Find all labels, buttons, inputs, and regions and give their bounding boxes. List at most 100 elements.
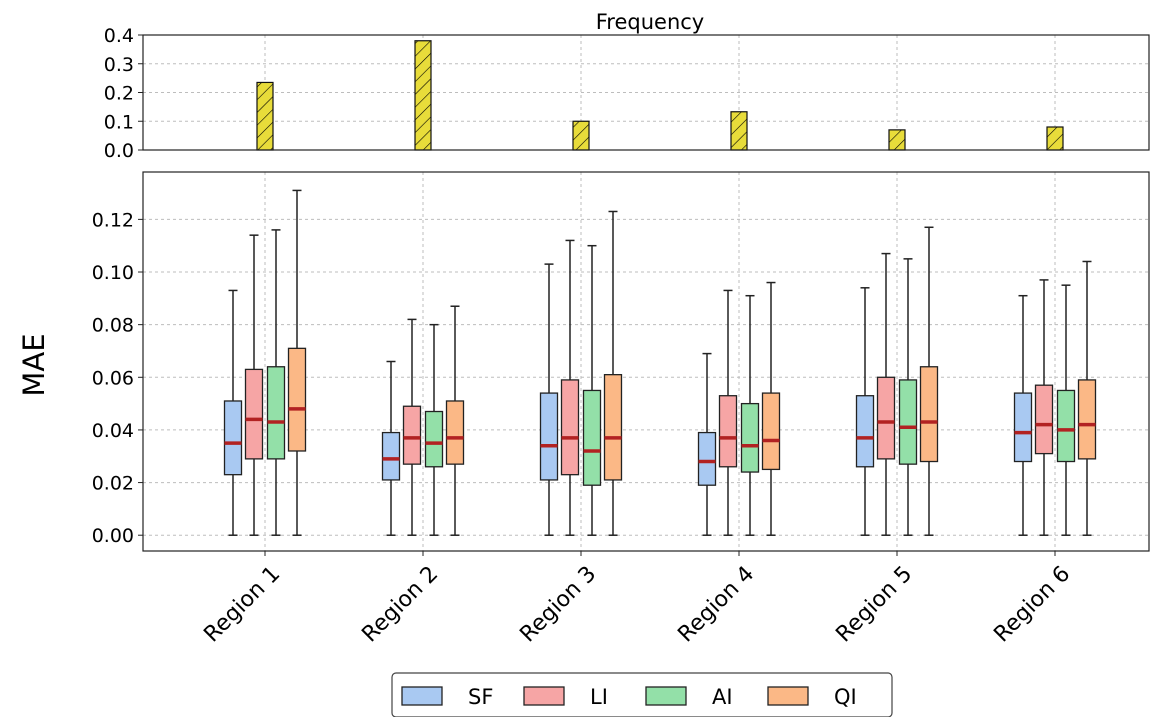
frequency-bar-hatch	[730, 111, 748, 151]
region-tick-label: Region 6	[989, 562, 1075, 648]
frequency-tick-label: 0.3	[104, 54, 134, 76]
frequency-bar-hatch	[414, 40, 432, 151]
box-body	[445, 400, 465, 465]
box-body	[761, 392, 781, 471]
legend-swatch	[401, 686, 443, 706]
box-body	[244, 368, 264, 460]
box-li	[1034, 279, 1054, 536]
box-body	[424, 410, 444, 468]
box-body	[919, 366, 939, 463]
mae-tick-label: 0.06	[92, 367, 134, 389]
mae-tick-label: 0.10	[92, 262, 134, 284]
box-sf	[539, 263, 559, 536]
mae-y-ticks: 0.00 0.02 0.04 0.06 0.08 0.10 0.12	[92, 209, 143, 547]
box-body	[1077, 379, 1097, 460]
box-body	[1056, 389, 1076, 463]
box-sf	[381, 360, 401, 536]
legend-swatch	[645, 686, 687, 706]
region-x-ticks: Region 1 Region 2 Region 3 Region 4 Region 5…	[199, 551, 1075, 647]
box-body	[1013, 392, 1033, 463]
legend-label: LI	[590, 685, 608, 709]
box-body	[381, 431, 401, 481]
box-body	[223, 400, 243, 476]
legend-item-sf: SF	[401, 685, 493, 709]
legend-item-li: LI	[523, 685, 608, 709]
box-body	[697, 431, 717, 486]
box-body	[740, 402, 760, 473]
frequency-gridlines	[143, 34, 1149, 151]
box-sf	[223, 289, 243, 536]
legend-item-qi: QI	[767, 685, 857, 709]
frequency-tick-label: 0.0	[104, 140, 134, 162]
region-tick-label: Region 1	[199, 562, 285, 648]
frequency-tick-label: 0.4	[104, 25, 134, 47]
frequency-bar	[572, 120, 590, 151]
box-body	[287, 347, 307, 452]
frequency-bar	[888, 129, 906, 151]
box-body	[266, 366, 286, 460]
frequency-panel: 0.0 0.1 0.2 0.3 0.4 Frequency	[104, 10, 1150, 162]
box-li	[560, 239, 580, 536]
mae-boxplot-panel: 0.000.020.040.060.080.100.12 Region 1 Reg…	[17, 171, 1150, 647]
box-qi	[287, 189, 307, 536]
mae-tick-label: 0.00	[92, 525, 134, 547]
legend: SF LI AI QI	[391, 672, 893, 717]
box-body	[603, 374, 623, 481]
region-tick-label: Region 3	[515, 562, 601, 648]
frequency-tick-label: 0.2	[104, 83, 134, 105]
legend-frame	[391, 672, 893, 717]
box-body	[855, 395, 875, 468]
frequency-bar-hatch	[256, 81, 274, 151]
frequency-bar	[256, 81, 274, 151]
legend-items: SF LI AI QI	[401, 685, 857, 709]
box-li	[244, 234, 264, 536]
box-qi	[761, 281, 781, 536]
box-ai	[582, 244, 602, 536]
region-tick-label: Region 5	[831, 562, 917, 648]
legend-label: AI	[712, 685, 733, 709]
box-body	[718, 395, 738, 468]
box-qi	[919, 226, 939, 536]
mae-tick-label: 0.08	[92, 315, 134, 337]
box-qi	[603, 210, 623, 536]
box-sf	[1013, 294, 1033, 536]
region-tick-label: Region 4	[673, 562, 759, 648]
box-body	[560, 379, 580, 476]
frequency-bars	[256, 40, 1064, 151]
frequency-axes-frame	[142, 34, 1150, 151]
legend-swatch	[767, 686, 809, 706]
mae-tick-label: 0.12	[92, 209, 134, 231]
frequency-title: Frequency	[596, 10, 705, 34]
region-tick-label: Region 2	[357, 562, 443, 648]
frequency-bar	[414, 40, 432, 151]
box-body	[876, 376, 896, 460]
box-ai	[740, 294, 760, 536]
box-ai	[266, 229, 286, 536]
legend-label: QI	[834, 685, 857, 709]
legend-swatch	[523, 686, 565, 706]
mae-tick-label: 0.04	[92, 420, 134, 442]
box-ai	[1056, 284, 1076, 536]
legend-label: SF	[468, 685, 493, 709]
mae-tick-label: 0.02	[92, 473, 134, 495]
box-sf	[855, 287, 875, 536]
box-body	[898, 379, 918, 465]
box-body	[582, 389, 602, 486]
mae-y-axis-label: MAE	[17, 333, 51, 396]
frequency-bar	[1046, 126, 1064, 151]
box-qi	[445, 305, 465, 536]
mae-axes-frame	[142, 171, 1150, 552]
box-sf	[697, 352, 717, 536]
mae-boxes	[223, 189, 1097, 536]
box-qi	[1077, 260, 1097, 536]
frequency-bar	[730, 111, 748, 151]
frequency-y-ticks: 0.0 0.1 0.2 0.3 0.4	[104, 25, 143, 162]
box-body	[539, 392, 559, 481]
box-body	[402, 405, 422, 465]
legend-item-ai: AI	[645, 685, 733, 709]
box-li	[718, 289, 738, 536]
box-li	[402, 318, 422, 536]
box-ai	[424, 323, 444, 536]
frequency-bar-hatch	[572, 120, 590, 151]
